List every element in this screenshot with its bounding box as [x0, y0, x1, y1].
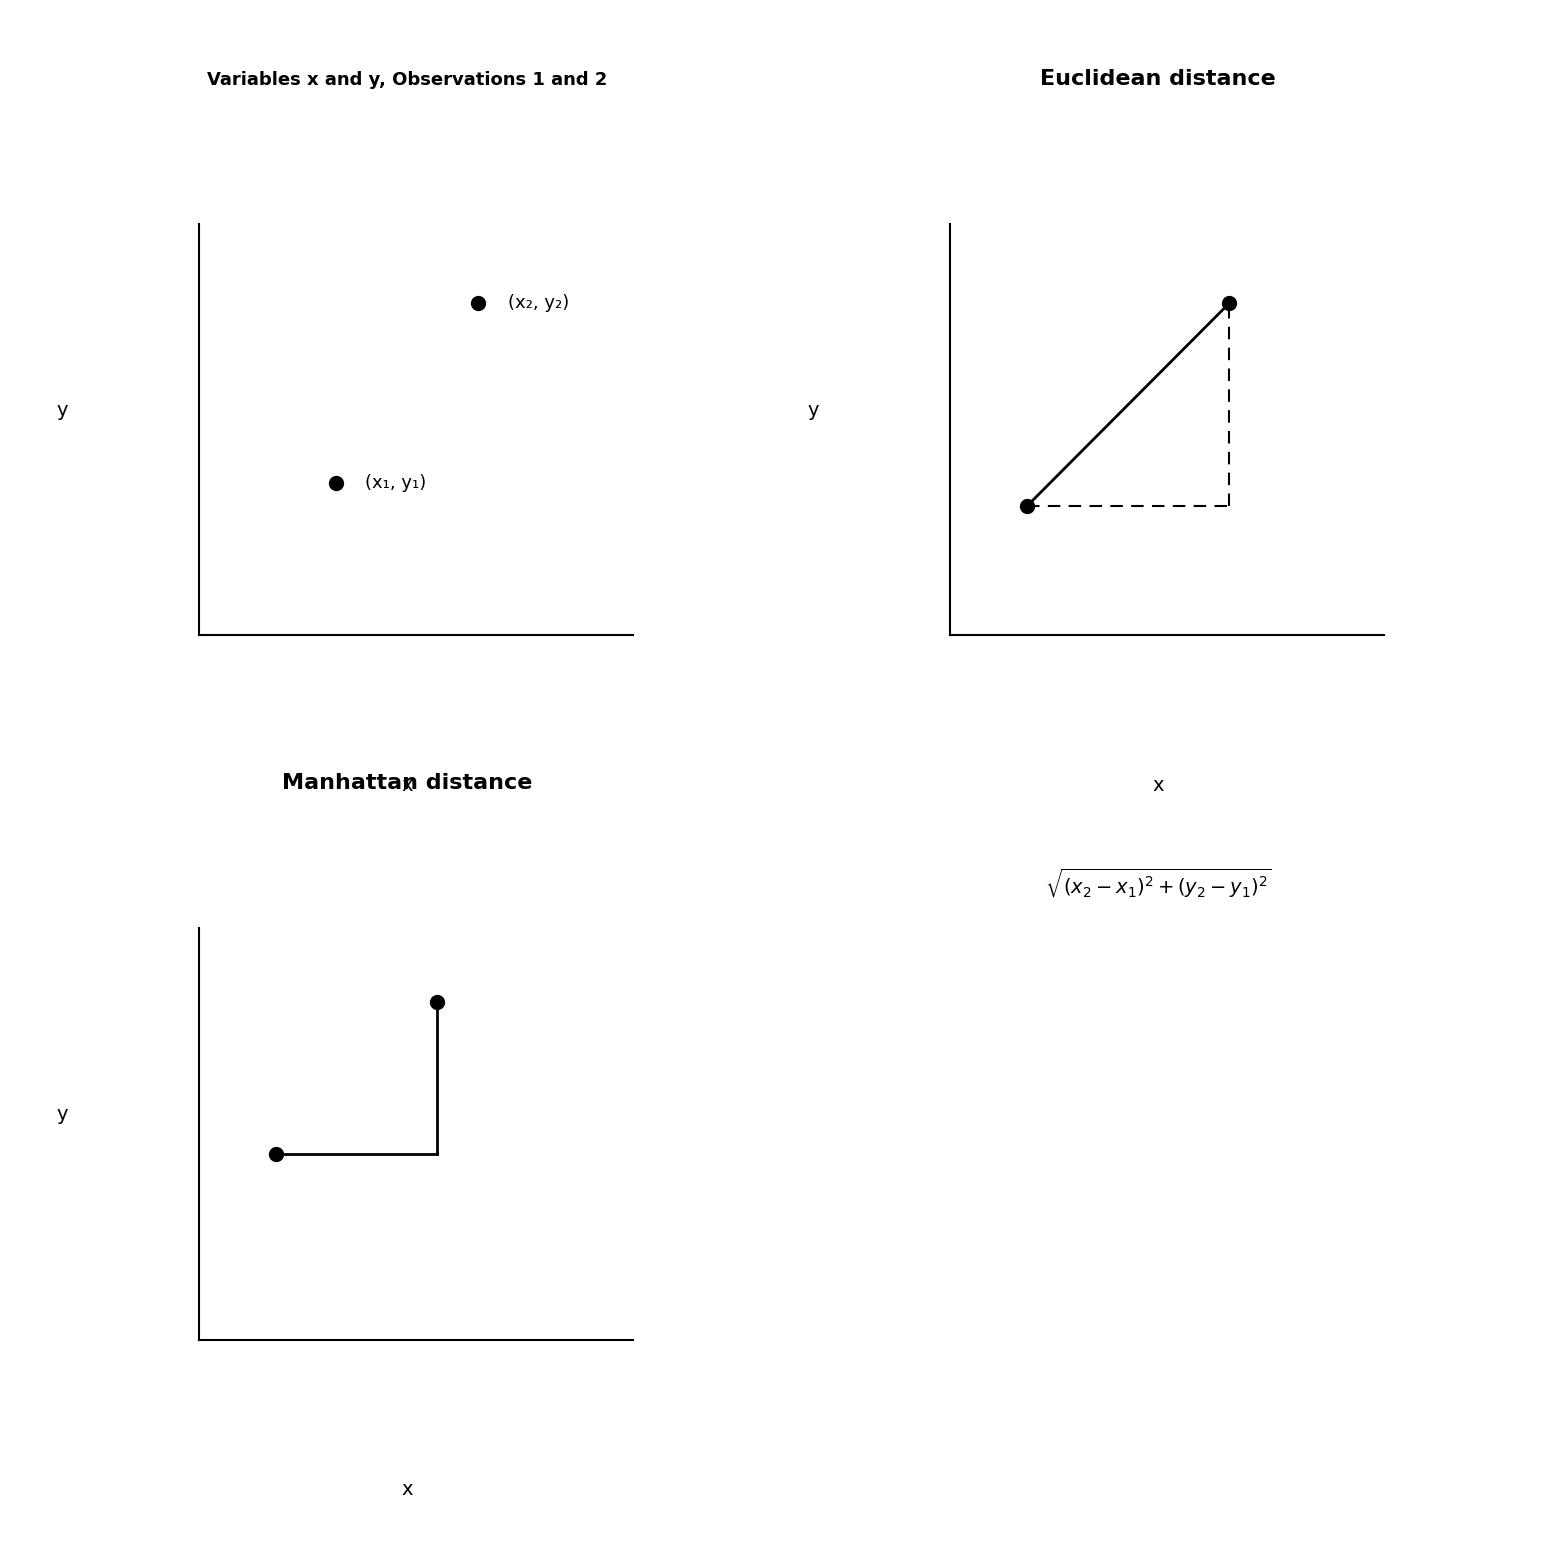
- Text: (x₂, y₂): (x₂, y₂): [509, 294, 570, 311]
- Text: $\sqrt{(x_2 - x_1)^2 + (y_2 - y_1)^2}$: $\sqrt{(x_2 - x_1)^2 + (y_2 - y_1)^2}$: [1045, 867, 1271, 900]
- Text: Euclidean distance: Euclidean distance: [1041, 69, 1275, 89]
- Text: x: x: [1152, 776, 1164, 795]
- Text: (x₁, y₁): (x₁, y₁): [365, 474, 427, 493]
- Text: Variables x and y, Observations 1 and 2: Variables x and y, Observations 1 and 2: [207, 70, 607, 89]
- Text: y: y: [56, 401, 67, 419]
- Text: y: y: [808, 401, 818, 419]
- Text: x: x: [401, 776, 413, 795]
- Text: x: x: [401, 1480, 413, 1499]
- Text: y: y: [56, 1105, 67, 1124]
- Text: Manhattan distance: Manhattan distance: [282, 773, 532, 793]
